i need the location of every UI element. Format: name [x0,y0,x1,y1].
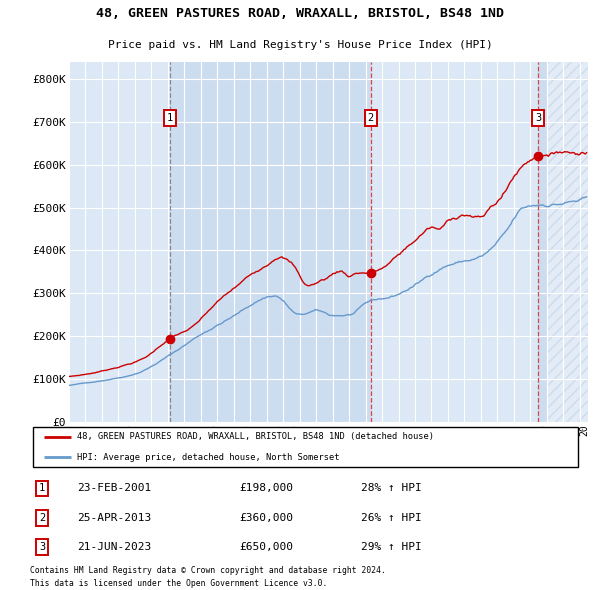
Text: 2: 2 [368,113,374,123]
Text: 26% ↑ HPI: 26% ↑ HPI [361,513,422,523]
Text: 25-APR-2013: 25-APR-2013 [77,513,151,523]
Text: 28% ↑ HPI: 28% ↑ HPI [361,483,422,493]
Text: This data is licensed under the Open Government Licence v3.0.: This data is licensed under the Open Gov… [30,579,328,588]
Text: 3: 3 [535,113,541,123]
Text: 29% ↑ HPI: 29% ↑ HPI [361,542,422,552]
Bar [170,62,371,422]
Text: 1: 1 [39,483,45,493]
Text: 21-JUN-2023: 21-JUN-2023 [77,542,151,552]
Text: 23-FEB-2001: 23-FEB-2001 [77,483,151,493]
Bar [371,62,538,422]
Bar [538,62,588,422]
Text: Contains HM Land Registry data © Crown copyright and database right 2024.: Contains HM Land Registry data © Crown c… [30,566,386,575]
Text: HPI: Average price, detached house, North Somerset: HPI: Average price, detached house, Nort… [77,453,340,461]
Text: £360,000: £360,000 [240,513,294,523]
Text: Price paid vs. HM Land Registry's House Price Index (HPI): Price paid vs. HM Land Registry's House … [107,40,493,50]
Bar [547,62,588,422]
Text: 48, GREEN PASTURES ROAD, WRAXALL, BRISTOL, BS48 1ND: 48, GREEN PASTURES ROAD, WRAXALL, BRISTO… [96,7,504,20]
FancyBboxPatch shape [33,427,578,467]
Text: £650,000: £650,000 [240,542,294,552]
Text: 1: 1 [167,113,173,123]
Text: 3: 3 [39,542,45,552]
Text: £198,000: £198,000 [240,483,294,493]
Text: 48, GREEN PASTURES ROAD, WRAXALL, BRISTOL, BS48 1ND (detached house): 48, GREEN PASTURES ROAD, WRAXALL, BRISTO… [77,432,434,441]
Bar [69,62,170,422]
Text: 2: 2 [39,513,45,523]
